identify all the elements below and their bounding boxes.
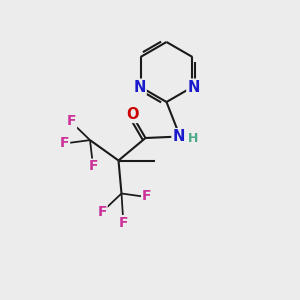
Text: F: F (88, 160, 98, 173)
Text: N: N (172, 129, 185, 144)
Text: F: F (60, 136, 69, 150)
Text: N: N (134, 80, 146, 94)
Text: N: N (187, 80, 200, 94)
Text: O: O (126, 107, 139, 122)
Text: H: H (188, 131, 198, 145)
Text: F: F (142, 189, 152, 202)
Text: F: F (119, 216, 128, 230)
Text: F: F (97, 205, 107, 218)
Text: F: F (67, 114, 76, 128)
